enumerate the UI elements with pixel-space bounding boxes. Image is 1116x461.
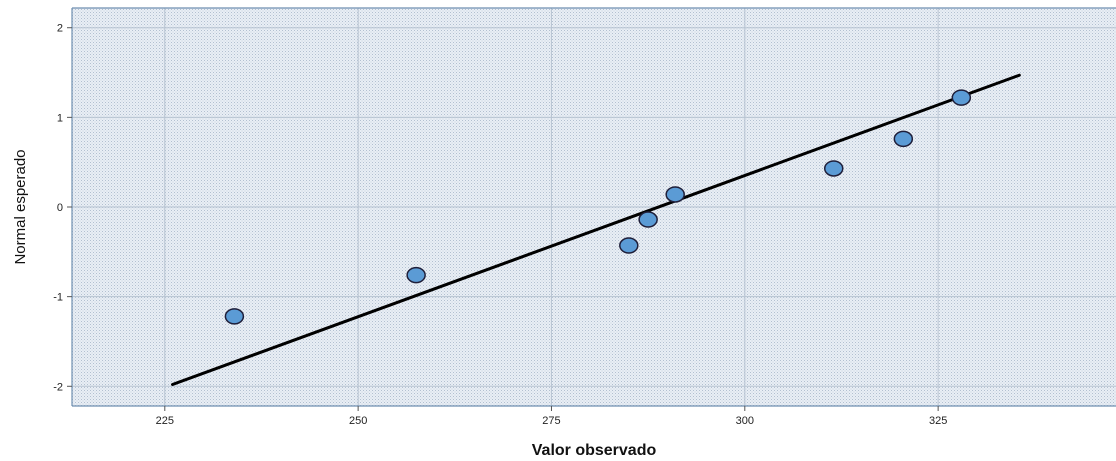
data-point [224,308,245,325]
reference-line [171,73,1021,386]
y-tick-label: 0 [57,202,63,214]
data-point [638,211,658,228]
data-point [619,237,639,254]
data-points [224,89,972,325]
y-tick-label: 1 [57,112,63,124]
x-tick-label: 325 [929,415,947,427]
data-point [893,130,914,148]
y-tick-label: -1 [53,292,63,304]
data-point [951,89,972,106]
y-axis-title: Normal esperado [12,149,29,264]
x-tick-label: 250 [349,415,367,427]
x-axis-title: Valor observado [532,442,657,459]
y-axis-ticks: 2 1 0 -1 -2 [53,23,72,393]
y-tick-label: -2 [53,381,63,393]
x-tick-label: 275 [542,415,560,427]
y-tick-label: 2 [57,23,63,35]
data-point [665,186,685,203]
x-tick-label: 225 [156,415,174,427]
data-point [406,266,426,284]
data-point [823,160,844,177]
x-axis-ticks: 225 250 275 300 325 [156,406,947,427]
grid-lines [72,8,1116,406]
x-tick-label: 300 [736,415,754,427]
